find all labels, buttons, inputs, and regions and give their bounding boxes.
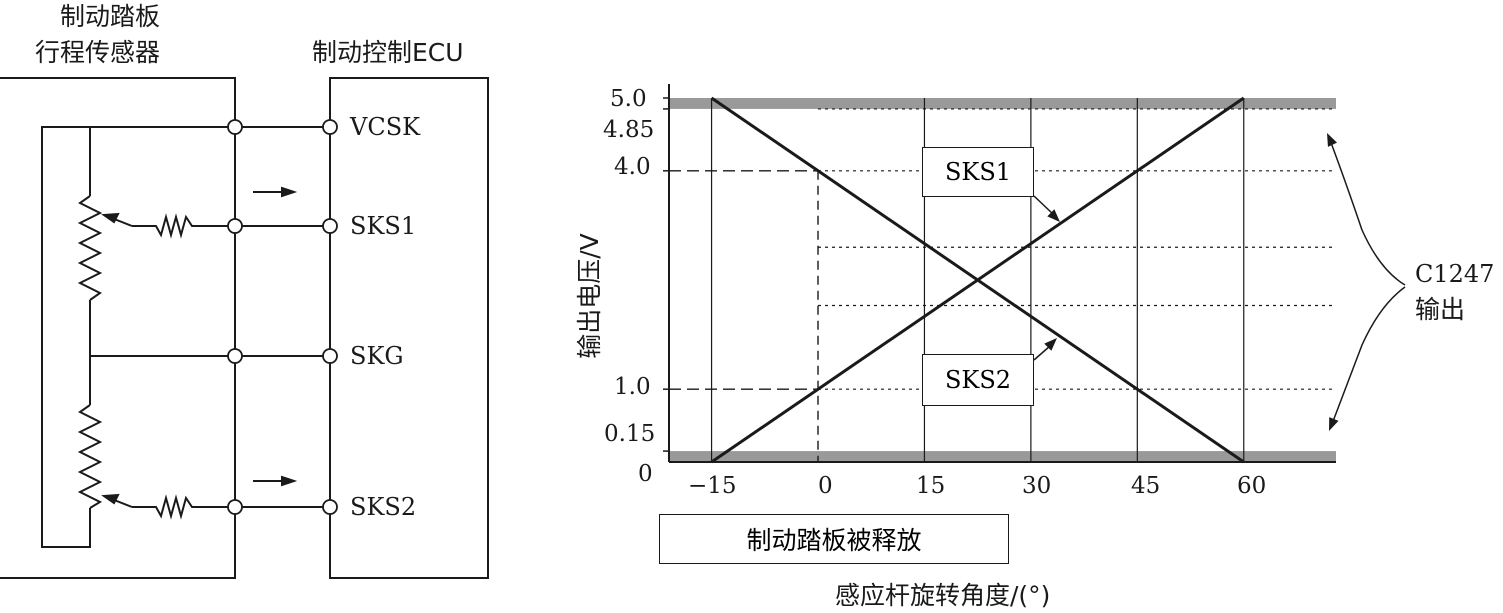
terminal xyxy=(322,499,338,515)
series-line-sks2 xyxy=(710,96,1245,464)
fault-pointer-lower xyxy=(1331,286,1406,425)
pin-label-vcsk: VCSK xyxy=(350,113,421,141)
series-label-sks2-text: SKS2 xyxy=(944,366,1012,394)
arrow-right-icon xyxy=(281,186,298,198)
fault-code-label: C1247 xyxy=(1415,260,1495,288)
x-tick-label: 45 xyxy=(1131,473,1161,499)
x-axis-label: 感应杆旋转角度/(°) xyxy=(835,581,1051,610)
pedal-released-box: 制动踏板被释放 xyxy=(659,514,1009,564)
fault-band xyxy=(669,98,1336,109)
circuit-diagram xyxy=(0,77,489,579)
x-tick-label: 0 xyxy=(818,473,833,499)
terminal xyxy=(227,218,243,234)
fault-band xyxy=(669,451,1336,462)
terminal xyxy=(227,119,243,135)
y-tick-label: 0 xyxy=(638,461,653,487)
resistor-upper xyxy=(77,195,103,301)
sensor-enclosure xyxy=(0,77,236,579)
wiper-sks1 xyxy=(132,213,235,239)
y-tick-label: 5.0 xyxy=(610,86,647,112)
series-label-sks1-text: SKS1 xyxy=(944,158,1012,186)
pin-label-sks2: SKS2 xyxy=(350,493,417,521)
y-tick-label: 0.15 xyxy=(604,421,656,447)
fault-arrow-icon xyxy=(1329,417,1339,431)
terminal xyxy=(322,218,338,234)
leader-arrow-icon xyxy=(1047,209,1060,222)
sensor-inner-loop xyxy=(41,126,91,548)
x-tick-label: 30 xyxy=(1022,473,1052,499)
x-tick-label: 60 xyxy=(1237,473,1267,499)
x-tick-label: 15 xyxy=(916,473,946,499)
leader-arrow-icon xyxy=(1044,338,1057,351)
ecu-title: 制动控制ECU xyxy=(312,38,464,67)
voltage-chart xyxy=(663,84,1406,464)
fault-output-label: 输出 xyxy=(1415,295,1466,324)
ecu-enclosure xyxy=(329,77,489,579)
x-tick-label: −15 xyxy=(688,473,737,499)
fault-pointer-upper xyxy=(1329,139,1406,286)
leader-sks2 xyxy=(1033,345,1051,361)
series-label-sks2: SKS2 xyxy=(922,354,1034,406)
sensor-title-line1: 制动踏板 xyxy=(60,2,161,31)
terminal xyxy=(227,348,243,364)
series-label-sks1: SKS1 xyxy=(922,147,1034,197)
pin-label-sks1: SKS1 xyxy=(350,212,417,240)
pin-label-skg: SKG xyxy=(350,342,404,370)
y-axis-label: 输出电压/V xyxy=(575,233,604,359)
terminal xyxy=(322,348,338,364)
resistor-lower xyxy=(77,404,103,509)
wiper-sks2 xyxy=(132,494,235,520)
y-tick-label: 1.0 xyxy=(614,374,651,400)
y-tick-label: 4.0 xyxy=(614,154,651,180)
terminal xyxy=(227,499,243,515)
arrow-right-icon xyxy=(281,475,298,487)
series-line-sks1 xyxy=(710,96,1245,464)
terminal xyxy=(322,119,338,135)
y-tick-label: 4.85 xyxy=(603,117,655,143)
leader-sks1 xyxy=(1033,195,1055,216)
fault-arrow-icon xyxy=(1327,133,1338,147)
sensor-title-line2: 行程传感器 xyxy=(35,38,161,67)
pedal-released-label: 制动踏板被释放 xyxy=(746,526,922,555)
